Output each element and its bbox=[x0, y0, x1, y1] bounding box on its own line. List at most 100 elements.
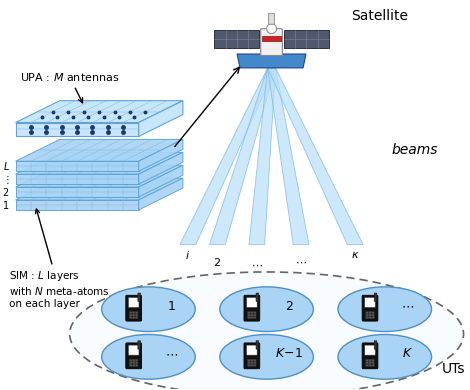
FancyBboxPatch shape bbox=[135, 362, 138, 364]
Polygon shape bbox=[139, 165, 183, 197]
FancyBboxPatch shape bbox=[253, 359, 256, 362]
Ellipse shape bbox=[338, 287, 431, 332]
Text: $\cdots$: $\cdots$ bbox=[401, 300, 414, 313]
FancyBboxPatch shape bbox=[126, 295, 141, 321]
FancyBboxPatch shape bbox=[251, 314, 253, 316]
FancyBboxPatch shape bbox=[244, 295, 260, 321]
Polygon shape bbox=[262, 36, 282, 41]
Ellipse shape bbox=[220, 287, 313, 332]
Text: $\cdots$: $\cdots$ bbox=[164, 347, 178, 360]
FancyBboxPatch shape bbox=[251, 364, 253, 366]
Circle shape bbox=[266, 24, 276, 34]
FancyBboxPatch shape bbox=[248, 317, 250, 319]
Polygon shape bbox=[180, 68, 275, 245]
Polygon shape bbox=[16, 152, 183, 174]
Polygon shape bbox=[139, 152, 183, 184]
FancyBboxPatch shape bbox=[135, 312, 138, 314]
FancyBboxPatch shape bbox=[369, 314, 371, 316]
FancyBboxPatch shape bbox=[251, 359, 253, 362]
FancyBboxPatch shape bbox=[372, 314, 374, 316]
FancyBboxPatch shape bbox=[362, 295, 378, 321]
Text: $1$: $1$ bbox=[2, 199, 9, 211]
FancyBboxPatch shape bbox=[248, 312, 250, 314]
Polygon shape bbox=[16, 200, 139, 210]
FancyBboxPatch shape bbox=[248, 359, 250, 362]
FancyBboxPatch shape bbox=[135, 364, 138, 366]
Polygon shape bbox=[139, 178, 183, 210]
FancyBboxPatch shape bbox=[251, 362, 253, 364]
FancyBboxPatch shape bbox=[135, 359, 138, 362]
FancyBboxPatch shape bbox=[253, 317, 256, 319]
FancyBboxPatch shape bbox=[268, 13, 274, 24]
Ellipse shape bbox=[102, 287, 195, 332]
FancyBboxPatch shape bbox=[253, 362, 256, 364]
Polygon shape bbox=[267, 68, 309, 245]
Text: $i$: $i$ bbox=[185, 248, 190, 261]
FancyBboxPatch shape bbox=[253, 364, 256, 366]
Polygon shape bbox=[16, 178, 183, 200]
FancyBboxPatch shape bbox=[251, 312, 253, 314]
FancyBboxPatch shape bbox=[256, 340, 259, 349]
Polygon shape bbox=[210, 68, 275, 245]
FancyBboxPatch shape bbox=[129, 314, 132, 316]
Text: $2$: $2$ bbox=[213, 255, 221, 268]
FancyBboxPatch shape bbox=[135, 314, 138, 316]
Text: UPA : $M$ antennas: UPA : $M$ antennas bbox=[20, 71, 119, 103]
FancyBboxPatch shape bbox=[247, 298, 257, 307]
Polygon shape bbox=[16, 187, 139, 197]
Ellipse shape bbox=[70, 272, 463, 390]
FancyBboxPatch shape bbox=[369, 362, 371, 364]
Text: $\kappa$: $\kappa$ bbox=[351, 250, 360, 260]
FancyBboxPatch shape bbox=[369, 317, 371, 319]
Text: $L$: $L$ bbox=[3, 160, 9, 172]
Text: SIM : $L$ layers
with $N$ meta-atoms
on each layer: SIM : $L$ layers with $N$ meta-atoms on … bbox=[8, 209, 110, 309]
FancyBboxPatch shape bbox=[133, 312, 135, 314]
Ellipse shape bbox=[102, 335, 195, 379]
Ellipse shape bbox=[338, 335, 431, 379]
Text: $\cdots$: $\cdots$ bbox=[295, 257, 307, 266]
FancyBboxPatch shape bbox=[138, 340, 141, 349]
FancyBboxPatch shape bbox=[133, 364, 135, 366]
Text: $1$: $1$ bbox=[167, 300, 175, 313]
FancyBboxPatch shape bbox=[366, 314, 368, 316]
FancyBboxPatch shape bbox=[372, 317, 374, 319]
FancyBboxPatch shape bbox=[133, 317, 135, 319]
Polygon shape bbox=[139, 101, 183, 136]
FancyBboxPatch shape bbox=[369, 359, 371, 362]
FancyBboxPatch shape bbox=[244, 343, 260, 369]
FancyBboxPatch shape bbox=[369, 364, 371, 366]
FancyBboxPatch shape bbox=[248, 364, 250, 366]
FancyBboxPatch shape bbox=[126, 343, 141, 369]
FancyBboxPatch shape bbox=[129, 317, 132, 319]
FancyBboxPatch shape bbox=[369, 312, 371, 314]
Polygon shape bbox=[16, 165, 183, 187]
FancyBboxPatch shape bbox=[372, 362, 374, 364]
Text: Satellite: Satellite bbox=[352, 9, 408, 23]
Polygon shape bbox=[237, 54, 306, 68]
Ellipse shape bbox=[220, 335, 313, 379]
FancyBboxPatch shape bbox=[128, 345, 139, 355]
Polygon shape bbox=[284, 30, 329, 48]
Polygon shape bbox=[139, 139, 183, 171]
Polygon shape bbox=[267, 68, 363, 245]
Polygon shape bbox=[214, 30, 259, 48]
FancyBboxPatch shape bbox=[372, 359, 374, 362]
FancyBboxPatch shape bbox=[362, 343, 378, 369]
FancyBboxPatch shape bbox=[248, 362, 250, 364]
Polygon shape bbox=[16, 161, 139, 171]
Polygon shape bbox=[16, 101, 183, 122]
FancyBboxPatch shape bbox=[133, 362, 135, 364]
FancyBboxPatch shape bbox=[366, 317, 368, 319]
FancyBboxPatch shape bbox=[128, 298, 139, 307]
FancyBboxPatch shape bbox=[365, 298, 376, 307]
FancyBboxPatch shape bbox=[129, 359, 132, 362]
FancyBboxPatch shape bbox=[129, 364, 132, 366]
FancyBboxPatch shape bbox=[248, 314, 250, 316]
FancyBboxPatch shape bbox=[256, 293, 259, 301]
Polygon shape bbox=[16, 174, 139, 184]
FancyBboxPatch shape bbox=[253, 314, 256, 316]
FancyBboxPatch shape bbox=[247, 345, 257, 355]
FancyBboxPatch shape bbox=[133, 359, 135, 362]
Text: $\vdots$: $\vdots$ bbox=[2, 173, 9, 186]
FancyBboxPatch shape bbox=[253, 312, 256, 314]
